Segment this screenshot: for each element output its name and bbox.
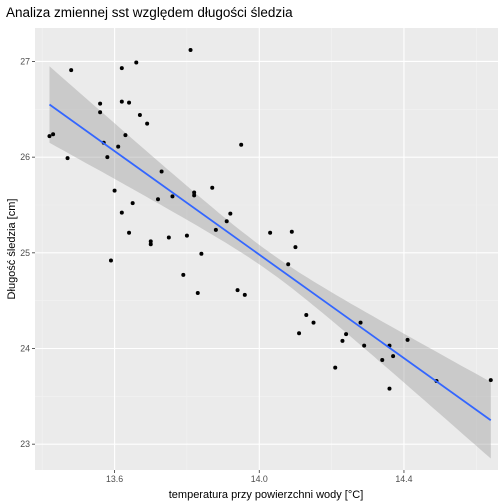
x-tick-label: 14.0: [251, 474, 268, 484]
data-point: [188, 48, 193, 53]
data-point: [333, 365, 338, 370]
data-point: [289, 229, 294, 234]
data-point: [134, 60, 139, 65]
data-point: [145, 121, 150, 126]
data-point: [112, 188, 117, 193]
data-point: [405, 337, 410, 342]
x-axis-label: temperatura przy powierzchni wody [°C]: [169, 489, 364, 501]
x-tick-label: 13.6: [106, 474, 123, 484]
data-point: [130, 201, 135, 206]
data-point: [293, 245, 298, 250]
data-point: [127, 100, 132, 105]
data-point: [380, 357, 385, 362]
data-point: [123, 133, 128, 138]
data-point: [98, 110, 103, 115]
data-point: [213, 227, 218, 232]
data-point: [166, 235, 171, 240]
data-point: [105, 155, 110, 160]
y-tick-label: 23: [20, 439, 30, 449]
data-point: [242, 292, 247, 297]
x-tick-label: 14.4: [395, 474, 412, 484]
data-point: [155, 197, 160, 202]
regression-line: [48, 103, 492, 421]
data-point: [210, 185, 215, 190]
data-point: [148, 242, 153, 247]
data-point: [47, 134, 52, 139]
data-point: [119, 66, 124, 71]
data-point: [297, 331, 302, 336]
y-tick-label: 25: [20, 248, 30, 258]
data-point: [65, 156, 70, 161]
data-point: [51, 132, 56, 137]
data-point: [69, 68, 74, 73]
data-point: [184, 233, 189, 238]
data-point: [192, 190, 197, 195]
y-axis: 23 24 25 26 27: [20, 56, 35, 449]
data-point: [116, 144, 121, 149]
y-tick-label: 24: [20, 343, 30, 353]
data-point: [268, 230, 273, 235]
data-point: [148, 239, 153, 244]
data-point: [108, 258, 113, 263]
grid-minor: [35, 28, 498, 470]
data-point: [119, 99, 124, 104]
data-point: [344, 332, 349, 337]
data-point: [127, 230, 132, 235]
y-axis-label: Długość śledzia [cm]: [6, 199, 18, 300]
data-point: [228, 211, 233, 216]
data-point: [488, 378, 493, 383]
data-point: [119, 210, 124, 215]
data-point: [239, 142, 244, 147]
data-point: [358, 320, 363, 325]
data-point: [235, 288, 240, 293]
data-point: [224, 219, 229, 224]
data-point: [199, 251, 204, 256]
data-point: [181, 272, 186, 277]
grid-major: [35, 28, 498, 470]
data-point: [137, 113, 142, 118]
data-point: [304, 313, 309, 318]
data-point: [170, 194, 175, 199]
data-point: [192, 193, 197, 198]
data-point: [387, 386, 392, 391]
data-point: [195, 291, 200, 296]
chart-title: Analiza zmiennej sst względem długości ś…: [6, 5, 293, 20]
data-point: [159, 169, 164, 174]
y-tick-label: 26: [20, 152, 30, 162]
x-axis: 13.6 14.0 14.4: [106, 470, 413, 484]
data-point: [286, 262, 291, 267]
y-tick-label: 27: [20, 56, 30, 66]
trend-line: [48, 103, 492, 421]
data-point: [340, 338, 345, 343]
data-point: [391, 354, 396, 359]
data-point: [311, 320, 316, 325]
data-point: [98, 101, 103, 106]
data-point: [362, 343, 367, 348]
data-points: [47, 48, 493, 391]
